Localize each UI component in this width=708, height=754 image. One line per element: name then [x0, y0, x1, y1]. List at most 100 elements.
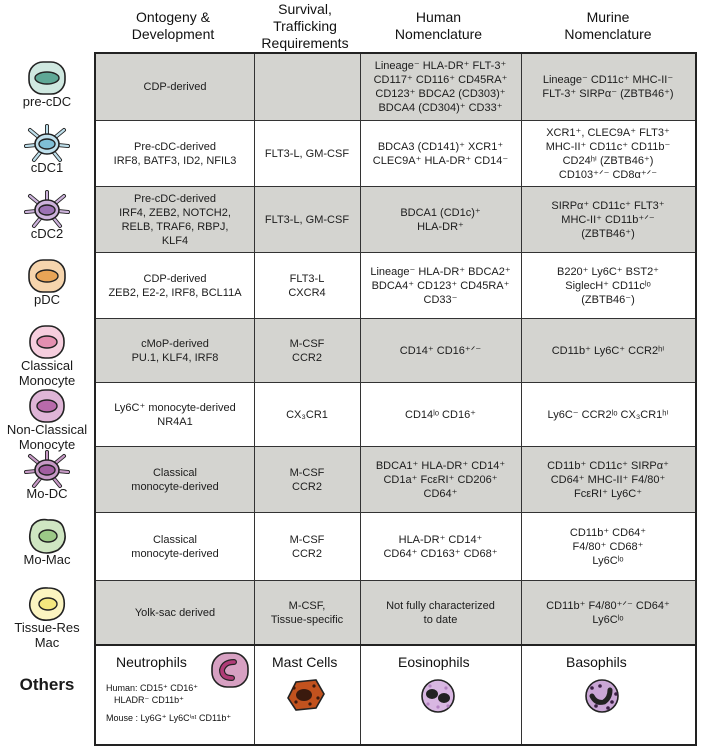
neutrophil-marker-text: HLADR⁻ CD11b⁺: [114, 695, 184, 705]
cell-text-line: CXCR4: [288, 286, 326, 299]
pre-cdc-cell-icon: [24, 58, 70, 103]
mast-cells-title: Mast Cells: [272, 654, 338, 670]
cell-text-line: Not fully characterized: [386, 599, 495, 612]
column-divider: [521, 383, 522, 446]
mo-mac-cell-icon: [24, 516, 70, 561]
survival-cell: M-CSF CCR2: [254, 513, 360, 580]
ontogeny-cell: Classical monocyte-derived: [96, 447, 254, 512]
cell-text-line: IRF8, BATF3, ID2, NFIL3: [113, 154, 237, 167]
column-divider: [254, 121, 255, 186]
cell-text-line: SIRPα⁺ CD11c⁺ FLT3⁺: [551, 199, 665, 212]
column-divider: [360, 581, 361, 644]
row-label-text: Monocyte: [18, 437, 76, 452]
column-divider: [360, 187, 361, 252]
header-ontogeny: Ontogeny & Development: [131, 9, 215, 42]
column-divider: [254, 383, 255, 446]
survival-cell: M-CSF, Tissue-specific: [254, 581, 360, 644]
cell-text-line: CD64⁺ MHC-II⁺ F4/80⁺: [550, 473, 666, 486]
cell-text-line: CD117⁺ CD116⁺ CD45RA⁺: [373, 74, 508, 86]
cell-text-line: M-CSF: [289, 337, 325, 350]
cell-text-line: SiglecH⁺ CD11cˡᵒ: [565, 279, 651, 292]
row-label-text: cDC2: [30, 226, 64, 241]
cell-text-line: CD14ˡᵒ CD16⁺: [405, 408, 476, 421]
neutrophil-icon: [208, 650, 252, 695]
column-divider: [254, 319, 255, 382]
basophil-icon: [580, 676, 624, 721]
cell-text-line: Ly6C⁺ monocyte-derived: [114, 401, 236, 414]
column-divider: [360, 319, 361, 382]
murine-nomenclature-cell: Lineage⁻ CD11c⁺ MHC-II⁻ FLT-3⁺ SIRPα⁻ (ZB…: [521, 54, 695, 120]
column-divider: [254, 513, 255, 580]
column-divider: [360, 447, 361, 512]
cell-text-line: Lineage⁻ HLA-DR⁺ BDCA2⁺: [370, 265, 511, 278]
cell-text-line: CD33⁻: [423, 293, 458, 306]
cell-text-line: FLT3-L, GM-CSF: [264, 213, 350, 226]
cell-text-line: FcεRI⁺ Ly6C⁺: [573, 487, 643, 500]
row-label-text: cDC1: [30, 160, 64, 175]
row-label-text: Non-Classical: [6, 422, 88, 437]
cell-text-line: CD14⁺ CD16⁺ᐟ⁻: [399, 344, 482, 357]
row-label-text: Mo-Mac: [23, 552, 71, 567]
others-row: Neutrophils Mast Cells Eosinophils Basophil…: [96, 644, 695, 744]
cell-text-line: Yolk-sac derived: [134, 606, 216, 619]
cell-text-line: Classical: [152, 466, 197, 479]
murine-nomenclature-cell: XCR1⁺, CLEC9A⁺ FLT3⁺ MHC-II⁺ CD11c⁺ CD11b…: [521, 121, 695, 186]
human-nomenclature-cell: Lineage⁻ HLA-DR⁺ BDCA2⁺ BDCA4⁺ CD123⁺ CD4…: [360, 253, 521, 318]
cell-type-table: CDP-derived Lineage⁻ HLA-DR⁺ FLT-3⁺ CD117⁺…: [94, 52, 697, 746]
cell-text-line: M-CSF,: [288, 599, 326, 612]
pdc-cell-icon: [24, 256, 70, 301]
human-nomenclature-cell: CD14ˡᵒ CD16⁺: [360, 383, 521, 446]
table-row: Yolk-sac derived M-CSF, Tissue-specific Not…: [96, 580, 695, 644]
column-divider: [360, 121, 361, 186]
cell-text-line: Ly6C⁻ CCR2ˡᵒ CX₃CR1ʰⁱ: [547, 408, 669, 421]
row-label-text: pre-cDC: [22, 94, 72, 109]
cell-text-line: CDP-derived: [143, 272, 207, 285]
column-divider: [360, 513, 361, 580]
neutrophils-title: Neutrophils: [116, 654, 187, 670]
cell-text-line: CCR2: [292, 480, 322, 493]
column-divider: [360, 383, 361, 446]
murine-nomenclature-cell: CD11b⁺ Ly6C⁺ CCR2ʰⁱ: [521, 319, 695, 382]
column-divider: [521, 187, 522, 252]
cell-text-line: B220⁺ Ly6C⁺ BST2⁺: [556, 265, 659, 278]
column-divider: [521, 447, 522, 512]
survival-cell: FLT3-L, GM-CSF: [254, 121, 360, 186]
neutrophil-marker-text: Human: CD15⁺ CD16⁺: [106, 683, 199, 693]
table-row: CDP-derived ZEB2, E2-2, IRF8, BCL11A FLT3-…: [96, 252, 695, 318]
row-label-text: Mac: [34, 635, 60, 650]
cell-text-line: HLA-DR⁺: [417, 220, 464, 233]
ontogeny-cell: Ly6C⁺ monocyte-derived NR4A1: [96, 383, 254, 446]
cell-text-line: Pre-cDC-derived: [134, 140, 216, 153]
cell-text-line: CD11b⁺ F4/80⁺ᐟ⁻ CD64⁺: [546, 599, 670, 612]
column-divider: [521, 121, 522, 186]
column-divider: [521, 581, 522, 644]
column-divider: [521, 646, 522, 744]
row-label: Mo-DC: [0, 486, 94, 501]
cell-text-line: CCR2: [292, 351, 322, 364]
cell-text-line: CX₃CR1: [286, 408, 328, 421]
header-survival: Survival, Trafficking Requirements: [261, 0, 349, 51]
column-divider: [521, 253, 522, 318]
row-label: Mo-Mac: [0, 552, 94, 567]
mast-cell-icon: [284, 674, 328, 719]
row-label-text: Tissue-Res: [14, 620, 80, 635]
row-label-text: Mo-DC: [26, 486, 68, 501]
cell-text-line: HLA-DR⁺ CD14⁺: [398, 533, 483, 546]
ontogeny-cell: cMoP-derived PU.1, KLF4, IRF8: [96, 319, 254, 382]
cell-text-line: XCR1⁺, CLEC9A⁺ FLT3⁺: [546, 126, 670, 139]
cell-text-line: PU.1, KLF4, IRF8: [131, 351, 219, 364]
human-nomenclature-cell: BDCA1⁺ HLA-DR⁺ CD14⁺ CD1a⁺ FcεRI⁺ CD206⁺ C…: [360, 447, 521, 512]
column-divider: [254, 187, 255, 252]
human-nomenclature-cell: Lineage⁻ HLA-DR⁺ FLT-3⁺ CD117⁺ CD116⁺ CD4…: [360, 54, 521, 120]
cell-text-line: to date: [423, 613, 458, 626]
ontogeny-cell: CDP-derived: [96, 54, 254, 120]
murine-nomenclature-cell: Ly6C⁻ CCR2ˡᵒ CX₃CR1ʰⁱ: [521, 383, 695, 446]
cell-text-line: Lineage⁻ HLA-DR⁺ FLT-3⁺: [374, 60, 507, 72]
cell-text-line: (ZBTB46⁺): [581, 227, 635, 240]
column-divider: [521, 319, 522, 382]
cdc2-dendritic-cell-icon: [24, 190, 70, 235]
mo-dc-cell-icon: [24, 450, 70, 495]
header-murine-nomenclature: Murine Nomenclature: [564, 9, 652, 42]
human-nomenclature-cell: Not fully characterized to date: [360, 581, 521, 644]
header-human-nomenclature: Human Nomenclature: [394, 9, 483, 42]
